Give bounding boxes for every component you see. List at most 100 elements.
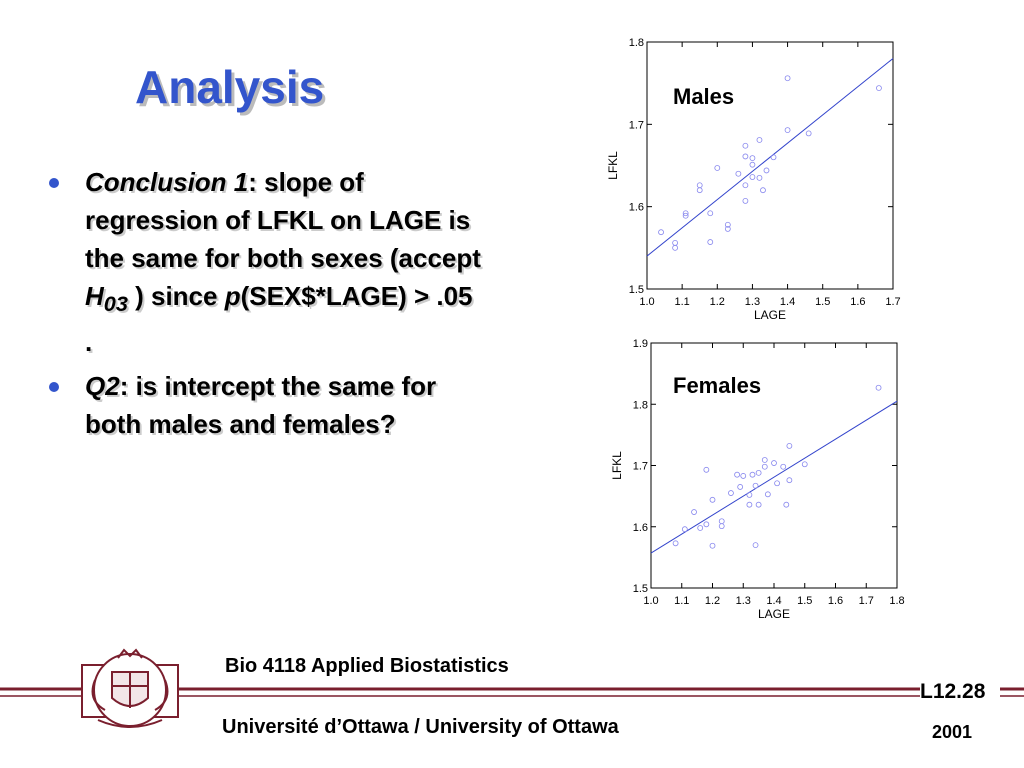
data-point [780,463,787,470]
data-point [749,471,756,478]
data-point [875,384,882,391]
data-point [876,85,882,92]
y-tick-label: 1.8 [629,37,644,49]
data-point [761,457,768,463]
data-point [805,130,812,137]
y-tick-label: 1.6 [633,522,648,534]
bullet-text: (SEX$*LAGE) > .05 . [85,281,473,358]
data-point [760,187,766,194]
data-point [749,174,756,180]
bullet-text: 03 [103,291,128,317]
data-point [735,170,742,177]
data-point [749,161,756,168]
x-tick-label: 1.6 [828,595,843,607]
data-point [709,496,716,503]
data-point [774,480,780,487]
data-point [786,442,793,449]
data-point [696,182,703,189]
x-tick-label: 1.1 [674,595,689,607]
data-point [707,239,714,245]
y-tick-label: 1.7 [629,119,644,131]
slide-title: Analysis [135,61,325,113]
data-point [756,174,763,181]
data-point [734,471,740,478]
chart-title: Females [673,373,761,398]
course-name: Bio 4118 Applied Biostatistics [225,655,509,677]
x-tick-label: 1.0 [643,595,658,607]
data-point [724,225,731,232]
bullet-text: Conclusion 1 [85,167,249,197]
data-point [784,127,791,133]
data-point [681,526,688,533]
data-point [749,155,756,161]
bullet-text: : slope of regression of LFKL on LAGE is… [85,167,481,273]
data-point [771,460,777,466]
x-tick-label: 1.2 [710,296,725,308]
slide-number: L12.28 [920,680,986,703]
data-point [672,244,679,251]
data-point [697,525,704,531]
data-point [672,540,679,547]
data-point [784,75,791,82]
y-tick-label: 1.6 [629,202,644,214]
y-tick-label: 1.8 [633,399,648,411]
data-point [718,518,725,525]
x-tick-label: 1.1 [674,296,689,308]
university-crest [81,648,179,728]
data-point [703,466,710,473]
bullet-text: : is intercept the same for both males a… [85,371,437,440]
data-point [691,509,697,515]
data-point [786,477,793,484]
chart-title: Males [673,84,734,109]
data-point [740,473,747,479]
x-tick-label: 1.4 [780,296,795,308]
data-point [742,153,749,160]
data-point [755,469,762,476]
data-point [801,461,808,468]
bullet: Q2: is intercept the same for both males… [45,367,485,443]
x-tick-label: 1.5 [797,595,812,607]
data-point [742,182,749,189]
y-tick-label: 1.5 [633,583,648,595]
x-axis-label: LAGE [758,607,790,621]
data-point [728,490,734,496]
data-point [709,542,716,549]
data-point [763,167,770,174]
data-point [714,165,721,171]
plot-frame [646,41,894,290]
bullet-text: Q2 [85,371,120,402]
data-point [752,542,759,549]
bullet-text: ) since [127,281,225,311]
data-point [783,501,790,508]
data-point [746,491,753,498]
data-point [672,239,679,246]
bullet-text: p [224,281,241,311]
y-tick-label: 1.9 [633,338,648,350]
data-point [755,501,762,508]
x-tick-label: 1.7 [885,296,900,308]
data-point [761,463,768,470]
y-axis-label: LFKL [610,451,624,480]
x-tick-label: 1.0 [639,296,654,308]
data-point [746,501,753,508]
x-tick-label: 1.6 [850,296,865,308]
data-point [737,484,744,490]
data-point [707,210,714,217]
data-point [682,212,689,219]
data-point [764,491,771,498]
bullet: Conclusion 1: slope of regression of LFK… [45,163,485,361]
bullet-list: Conclusion 1: slope of regression of LFK… [45,163,485,449]
data-point [718,523,725,530]
data-point [703,521,710,528]
year: 2001 [932,722,973,742]
university-name: Université d’Ottawa / University of Otta… [222,716,619,738]
data-point [742,198,749,204]
y-tick-label: 1.7 [633,461,648,473]
bullet-text: H [85,281,104,311]
x-tick-label: 1.7 [859,595,874,607]
x-tick-label: 1.2 [705,595,720,607]
data-point [756,137,763,143]
x-axis-label: LAGE [754,308,786,322]
